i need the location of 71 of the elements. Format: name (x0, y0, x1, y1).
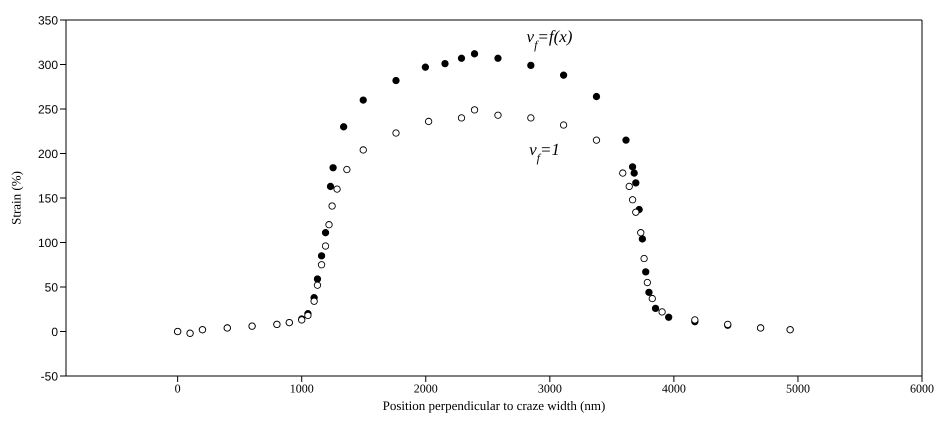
point (527, 62, 534, 70)
point (619, 169, 626, 177)
point (638, 235, 646, 243)
point (343, 166, 351, 174)
point (652, 304, 660, 312)
point (628, 163, 636, 170)
point (642, 268, 650, 276)
point (470, 50, 478, 58)
point (441, 60, 449, 68)
point (470, 106, 478, 114)
point (637, 229, 644, 236)
point (592, 92, 600, 100)
y-tick-label: 50 (44, 280, 58, 294)
point (622, 136, 630, 144)
point (560, 72, 568, 79)
point (326, 182, 334, 190)
y-tick-label: 150 (38, 191, 58, 206)
point (314, 275, 322, 283)
point (632, 179, 640, 187)
point (494, 112, 502, 119)
point (322, 229, 330, 236)
point (645, 288, 653, 296)
point (422, 64, 430, 71)
x-tick-label: 5000 (786, 382, 810, 396)
point (328, 202, 336, 210)
x-tick-label: 4000 (662, 382, 686, 396)
y-tick-label: 350 (38, 13, 58, 28)
point (632, 208, 640, 216)
point (628, 196, 636, 204)
point (322, 242, 330, 250)
y-axis-title: Strain (%) (8, 171, 24, 225)
point (494, 54, 502, 62)
point (527, 114, 534, 122)
point (648, 294, 656, 302)
point (392, 76, 400, 84)
point (665, 314, 672, 321)
point (424, 118, 432, 126)
point (592, 136, 600, 144)
x-tick-label: 6000 (910, 382, 934, 396)
series-label: v$_{f}$=f(x) (526, 26, 573, 52)
y-tick-label: 300 (38, 58, 58, 72)
x-tick-label: 1000 (290, 382, 314, 396)
point (560, 121, 568, 129)
y-tick-label: 100 (38, 236, 58, 250)
y-tick-label: 200 (38, 146, 58, 161)
point (630, 169, 638, 177)
point (318, 252, 326, 260)
x-axis-title: Position perpendicular to craze width (nm) (382, 398, 606, 413)
point (314, 282, 322, 289)
y-tick-label: -50 (40, 369, 58, 384)
point (310, 298, 318, 305)
point (644, 278, 651, 286)
point (458, 114, 466, 122)
point (640, 254, 648, 262)
point (325, 221, 333, 228)
x-tick-label: 2000 (414, 382, 438, 396)
point (360, 96, 367, 104)
point (340, 123, 348, 130)
point (458, 54, 466, 62)
x-tick-label: 3000 (538, 382, 562, 396)
point (329, 164, 337, 172)
y-tick-label: 0 (51, 324, 58, 339)
x-tick-label: 0 (174, 382, 181, 396)
y-tick-label: 250 (38, 102, 58, 116)
point (360, 146, 367, 154)
point (392, 129, 400, 137)
point (318, 261, 326, 268)
point (626, 182, 633, 190)
series-label: v$_{f}$=1 (529, 140, 560, 165)
point (333, 185, 341, 193)
point (658, 308, 666, 316)
